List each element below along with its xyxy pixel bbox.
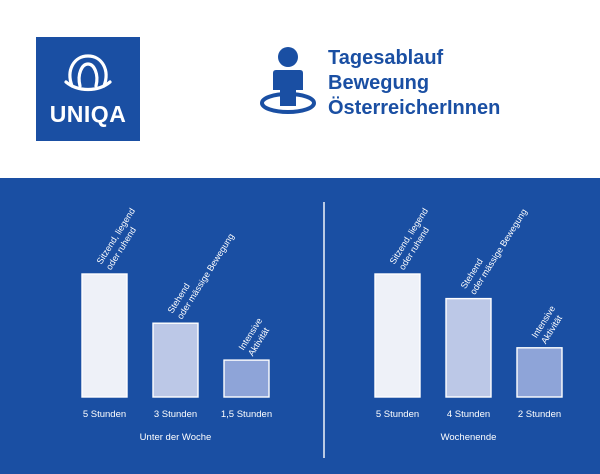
bar bbox=[374, 273, 421, 398]
chart-title: Wochenende bbox=[441, 432, 497, 443]
title-line-3: ÖsterreicherInnen bbox=[328, 96, 500, 119]
value-label: 1,5 Stunden bbox=[221, 409, 272, 420]
logo-emblem-icon bbox=[64, 54, 112, 92]
value-label: 4 Stunden bbox=[447, 409, 490, 420]
chart-title: Unter der Woche bbox=[140, 432, 212, 443]
value-label: 3 Stunden bbox=[154, 409, 197, 420]
bar bbox=[445, 297, 492, 398]
bar bbox=[223, 359, 270, 398]
value-label: 2 Stunden bbox=[518, 409, 561, 420]
person-standing-icon bbox=[260, 47, 316, 114]
value-label: 5 Stunden bbox=[83, 409, 126, 420]
bar bbox=[516, 347, 563, 398]
title-line-1: Tagesablauf bbox=[328, 47, 444, 69]
uniqa-logo: UNIQA bbox=[36, 37, 140, 141]
bar bbox=[81, 273, 128, 398]
logo-text: UNIQA bbox=[50, 101, 127, 127]
title-line-2: Bewegung bbox=[328, 72, 429, 94]
bar bbox=[152, 322, 199, 398]
title: Tagesablauf Bewegung ÖsterreicherInnen bbox=[328, 47, 500, 119]
value-label: 5 Stunden bbox=[376, 409, 419, 420]
